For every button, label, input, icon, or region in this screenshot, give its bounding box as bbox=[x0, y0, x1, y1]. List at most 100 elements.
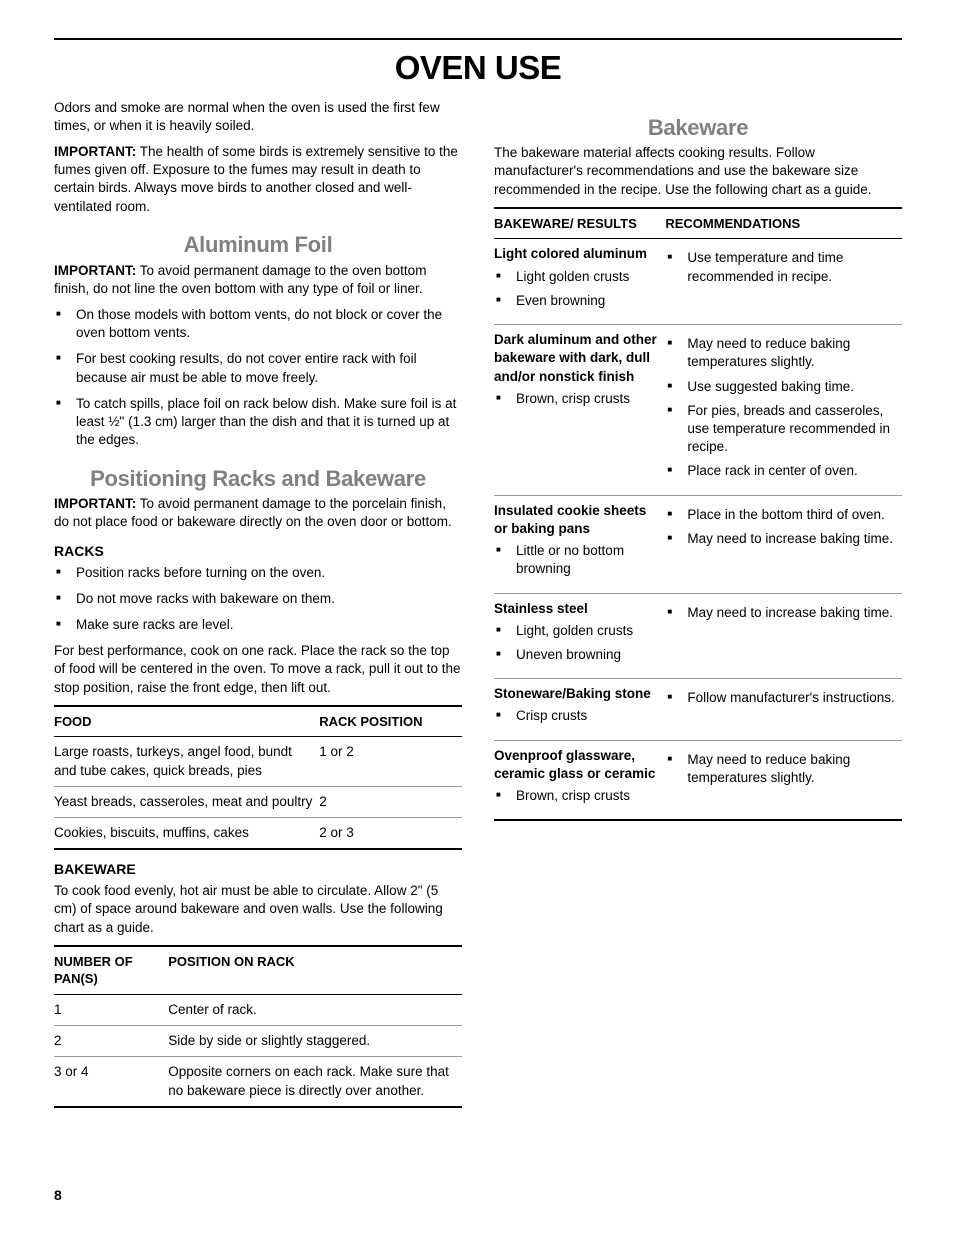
list-item: Follow manufacturer's instructions. bbox=[665, 689, 898, 707]
bakeware-recommendations-table: BAKEWARE/ RESULTS RECOMMENDATIONS Light … bbox=[494, 207, 902, 821]
table-cell: Opposite corners on each rack. Make sure… bbox=[168, 1057, 462, 1107]
list-item: Crisp crusts bbox=[494, 707, 661, 725]
results-bullets: Crisp crusts bbox=[494, 707, 661, 725]
bakeware-name: Light colored aluminum bbox=[494, 245, 661, 263]
table-cell: 2 bbox=[54, 1026, 168, 1057]
bakeware-results-cell: Stainless steel Light, golden crustsUneve… bbox=[494, 593, 665, 679]
recommendations-cell: May need to increase baking time. bbox=[665, 593, 902, 679]
table-cell: Large roasts, turkeys, angel food, bundt… bbox=[54, 737, 319, 786]
recommendations-bullets: Use temperature and time recommended in … bbox=[665, 249, 898, 285]
recommendations-bullets: May need to reduce baking temperatures s… bbox=[665, 335, 898, 481]
table-cell: 2 or 3 bbox=[319, 818, 462, 850]
results-bullets: Light, golden crustsUneven browning bbox=[494, 622, 661, 664]
table-header: RACK POSITION bbox=[319, 706, 462, 737]
list-item: May need to reduce baking temperatures s… bbox=[665, 335, 898, 371]
table-header: POSITION ON RACK bbox=[168, 946, 462, 995]
list-item: May need to increase baking time. bbox=[665, 604, 898, 622]
table-row: Yeast breads, casseroles, meat and poult… bbox=[54, 786, 462, 817]
racks-paragraph: For best performance, cook on one rack. … bbox=[54, 642, 462, 697]
bakeware-results-cell: Light colored aluminum Light golden crust… bbox=[494, 239, 665, 325]
important-label: IMPORTANT: bbox=[54, 144, 136, 159]
recommendations-bullets: Place in the bottom third of oven. May ne… bbox=[665, 506, 898, 548]
bakeware-name: Dark aluminum and other bakeware with da… bbox=[494, 331, 661, 386]
pans-position-table: NUMBER OF PAN(S) POSITION ON RACK 1 Cent… bbox=[54, 945, 462, 1108]
aluminum-bullets: On those models with bottom vents, do no… bbox=[54, 306, 462, 450]
recommendations-bullets: May need to increase baking time. bbox=[665, 604, 898, 622]
recommendations-cell: May need to reduce baking temperatures s… bbox=[665, 740, 902, 820]
racks-bullets: Position racks before turning on the ove… bbox=[54, 564, 462, 635]
right-column: Bakeware The bakeware material affects c… bbox=[494, 99, 902, 1116]
list-item: Little or no bottom browning bbox=[494, 542, 661, 578]
recommendations-cell: Follow manufacturer's instructions. bbox=[665, 679, 902, 740]
recommendations-cell: Use temperature and time recommended in … bbox=[665, 239, 902, 325]
recommendations-bullets: May need to reduce baking temperatures s… bbox=[665, 751, 898, 787]
table-row: Dark aluminum and other bakeware with da… bbox=[494, 325, 902, 496]
bakeware-name: Insulated cookie sheets or baking pans bbox=[494, 502, 661, 538]
list-item: Use suggested baking time. bbox=[665, 378, 898, 396]
left-column: Odors and smoke are normal when the oven… bbox=[54, 99, 462, 1116]
page-number: 8 bbox=[54, 1186, 62, 1205]
bakeware-paragraph: To cook food evenly, hot air must be abl… bbox=[54, 882, 462, 937]
table-row: Stoneware/Baking stone Crisp crustsFollow… bbox=[494, 679, 902, 740]
table-row: Cookies, biscuits, muffins, cakes 2 or 3 bbox=[54, 818, 462, 850]
table-row: Stainless steel Light, golden crustsUneve… bbox=[494, 593, 902, 679]
aluminum-important: IMPORTANT: To avoid permanent damage to … bbox=[54, 262, 462, 298]
table-header: RECOMMENDATIONS bbox=[665, 208, 902, 239]
bakeware-intro: The bakeware material affects cooking re… bbox=[494, 144, 902, 199]
bakeware-results-cell: Stoneware/Baking stone Crisp crusts bbox=[494, 679, 665, 740]
list-item: Position racks before turning on the ove… bbox=[54, 564, 462, 582]
list-item: Light golden crusts bbox=[494, 268, 661, 286]
table-row: 3 or 4 Opposite corners on each rack. Ma… bbox=[54, 1057, 462, 1107]
bakeware-name: Ovenproof glassware, ceramic glass or ce… bbox=[494, 747, 661, 783]
top-divider bbox=[54, 38, 902, 40]
list-item: Do not move racks with bakeware on them. bbox=[54, 590, 462, 608]
bakeware-results-cell: Insulated cookie sheets or baking pans Li… bbox=[494, 495, 665, 593]
table-cell: Yeast breads, casseroles, meat and poult… bbox=[54, 786, 319, 817]
table-cell: 1 bbox=[54, 994, 168, 1025]
list-item: On those models with bottom vents, do no… bbox=[54, 306, 462, 342]
table-row: 1 Center of rack. bbox=[54, 994, 462, 1025]
bakeware-name: Stainless steel bbox=[494, 600, 661, 618]
table-row: Light colored aluminum Light golden crust… bbox=[494, 239, 902, 325]
bakeware-heading: Bakeware bbox=[494, 113, 902, 143]
bakeware-name: Stoneware/Baking stone bbox=[494, 685, 661, 703]
list-item: Place in the bottom third of oven. bbox=[665, 506, 898, 524]
positioning-heading: Positioning Racks and Bakeware bbox=[54, 464, 462, 494]
table-header: BAKEWARE/ RESULTS bbox=[494, 208, 665, 239]
table-cell: 3 or 4 bbox=[54, 1057, 168, 1107]
list-item: Uneven browning bbox=[494, 646, 661, 664]
table-cell: Cookies, biscuits, muffins, cakes bbox=[54, 818, 319, 850]
list-item: Use temperature and time recommended in … bbox=[665, 249, 898, 285]
list-item: May need to reduce baking temperatures s… bbox=[665, 751, 898, 787]
important-label: IMPORTANT: bbox=[54, 496, 136, 511]
table-cell: 2 bbox=[319, 786, 462, 817]
list-item: To catch spills, place foil on rack belo… bbox=[54, 395, 462, 450]
intro-paragraph-2: IMPORTANT: The health of some birds is e… bbox=[54, 143, 462, 216]
list-item: Brown, crisp crusts bbox=[494, 390, 661, 408]
food-rack-table: FOOD RACK POSITION Large roasts, turkeys… bbox=[54, 705, 462, 850]
results-bullets: Light golden crusts Even browning bbox=[494, 268, 661, 310]
table-header: NUMBER OF PAN(S) bbox=[54, 946, 168, 995]
list-item: For best cooking results, do not cover e… bbox=[54, 350, 462, 386]
table-cell: Center of rack. bbox=[168, 994, 462, 1025]
positioning-important: IMPORTANT: To avoid permanent damage to … bbox=[54, 495, 462, 531]
results-bullets: Brown, crisp crusts bbox=[494, 390, 661, 408]
table-header: FOOD bbox=[54, 706, 319, 737]
bakeware-results-cell: Ovenproof glassware, ceramic glass or ce… bbox=[494, 740, 665, 820]
racks-subheading: RACKS bbox=[54, 542, 462, 561]
recommendations-bullets: Follow manufacturer's instructions. bbox=[665, 689, 898, 707]
aluminum-foil-heading: Aluminum Foil bbox=[54, 230, 462, 260]
page: OVEN USE Odors and smoke are normal when… bbox=[0, 0, 954, 1235]
intro-paragraph-1: Odors and smoke are normal when the oven… bbox=[54, 99, 462, 135]
results-bullets: Little or no bottom browning bbox=[494, 542, 661, 578]
table-row: Ovenproof glassware, ceramic glass or ce… bbox=[494, 740, 902, 820]
list-item: May need to increase baking time. bbox=[665, 530, 898, 548]
content-columns: Odors and smoke are normal when the oven… bbox=[54, 99, 902, 1116]
bakeware-results-cell: Dark aluminum and other bakeware with da… bbox=[494, 325, 665, 496]
recommendations-cell: May need to reduce baking temperatures s… bbox=[665, 325, 902, 496]
recommendations-cell: Place in the bottom third of oven. May ne… bbox=[665, 495, 902, 593]
table-row: 2 Side by side or slightly staggered. bbox=[54, 1026, 462, 1057]
results-bullets: Brown, crisp crusts bbox=[494, 787, 661, 805]
list-item: For pies, breads and casseroles, use tem… bbox=[665, 402, 898, 457]
list-item: Even browning bbox=[494, 292, 661, 310]
